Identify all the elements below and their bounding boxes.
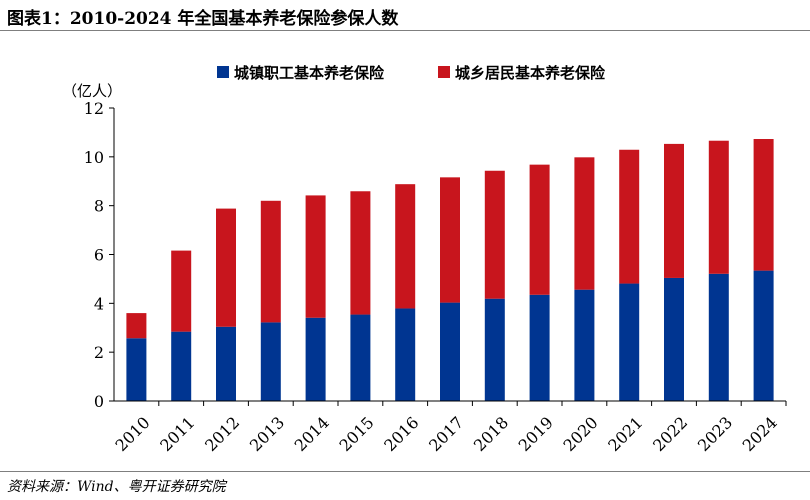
bar-segment-urban-employee-2010 xyxy=(126,338,147,401)
x-axis: 2010 2011 2012 2013 2014 2015 2016 2017 2018 2019… xyxy=(111,400,787,455)
bar-segment-urban-employee-2017 xyxy=(440,302,460,401)
legend-swatch-urban-employee xyxy=(217,66,229,78)
x-ticks: 2010 2011 2012 2013 2014 2015 2016 2017 2018 2019… xyxy=(111,401,787,455)
bar-segment-urban-rural-resident-2021 xyxy=(619,149,640,284)
x-tick-label-2024: 2024 xyxy=(739,413,781,455)
bar-segment-urban-rural-resident-2012 xyxy=(216,208,236,327)
bar-segment-urban-employee-2024 xyxy=(753,270,774,401)
figure-title: 图表1：2010-2024 年全国基本养老保险参保人数 xyxy=(7,9,399,29)
bar-segment-urban-rural-resident-2020 xyxy=(574,157,595,290)
bar-segment-urban-rural-resident-2015 xyxy=(350,191,371,315)
bar-segment-urban-employee-2020 xyxy=(574,289,595,401)
y-axis: 0 2 4 6 8 10 12 xyxy=(84,99,115,411)
title-rule xyxy=(0,30,810,31)
x-tick-label-2014: 2014 xyxy=(291,413,333,455)
bar-segment-urban-employee-2012 xyxy=(216,326,236,401)
legend-label-urban-rural-resident: 城乡居民基本养老保险 xyxy=(455,64,606,82)
source-rule xyxy=(0,471,810,472)
bar-segment-urban-rural-resident-2016 xyxy=(395,184,416,309)
x-tick-label-2012: 2012 xyxy=(201,413,243,455)
x-tick-label-2022: 2022 xyxy=(649,413,691,455)
bar-segment-urban-employee-2021 xyxy=(619,283,640,401)
bar-segment-urban-employee-2019 xyxy=(529,294,550,401)
y-tick-label: 6 xyxy=(94,246,104,265)
x-tick-label-2013: 2013 xyxy=(246,413,288,455)
bar-segment-urban-rural-resident-2014 xyxy=(305,195,326,318)
x-tick-label-2019: 2019 xyxy=(515,413,557,455)
x-tick-label-2017: 2017 xyxy=(425,413,467,455)
bar-segment-urban-rural-resident-2011 xyxy=(171,250,192,332)
bar-segment-urban-rural-resident-2024 xyxy=(753,139,774,271)
y-tick-label: 4 xyxy=(94,294,104,313)
bar-segment-urban-employee-2014 xyxy=(305,317,326,401)
legend-swatch-urban-rural-resident xyxy=(438,66,450,78)
x-tick-label-2021: 2021 xyxy=(604,413,646,455)
bar-segment-urban-employee-2016 xyxy=(395,308,416,401)
bar-segment-urban-employee-2022 xyxy=(664,277,684,401)
y-tick-label: 12 xyxy=(84,99,104,118)
x-tick-label-2011: 2011 xyxy=(156,413,198,455)
x-tick-label-2010: 2010 xyxy=(111,413,153,455)
y-axis-unit-label: （亿人） xyxy=(62,82,122,100)
x-tick-label-2020: 2020 xyxy=(559,413,601,455)
bar-segment-urban-employee-2023 xyxy=(708,273,729,401)
bar-segment-urban-rural-resident-2010 xyxy=(126,313,147,339)
legend-label-urban-employee: 城镇职工基本养老保险 xyxy=(234,64,385,82)
bar-segment-urban-employee-2015 xyxy=(350,314,371,401)
bar-segment-urban-employee-2013 xyxy=(260,322,281,401)
bars xyxy=(126,139,774,401)
x-tick-label-2016: 2016 xyxy=(380,413,422,455)
x-tick-label-2015: 2015 xyxy=(335,413,377,455)
bar-segment-urban-rural-resident-2018 xyxy=(484,170,505,299)
bar-segment-urban-rural-resident-2013 xyxy=(260,200,281,323)
bar-segment-urban-rural-resident-2022 xyxy=(664,143,684,278)
x-tick-label-2023: 2023 xyxy=(694,413,736,455)
x-tick-label-2018: 2018 xyxy=(470,413,512,455)
bar-segment-urban-rural-resident-2023 xyxy=(708,140,729,274)
bar-segment-urban-employee-2011 xyxy=(171,331,192,401)
bar-segment-urban-rural-resident-2019 xyxy=(529,164,550,295)
bar-segment-urban-employee-2018 xyxy=(484,298,505,401)
bar-segment-urban-rural-resident-2017 xyxy=(440,177,460,303)
y-tick-label: 0 xyxy=(94,392,104,411)
y-tick-label: 8 xyxy=(94,197,104,216)
source-note: 资料来源：Wind、粤开证券研究院 xyxy=(7,479,226,495)
stacked-bar-chart: 城镇职工基本养老保险 城乡居民基本养老保险 （亿人） 0 2 4 6 8 10 12 201… xyxy=(62,64,787,455)
y-tick-label: 10 xyxy=(84,148,104,167)
y-tick-label: 2 xyxy=(94,343,104,362)
legend: 城镇职工基本养老保险 城乡居民基本养老保险 xyxy=(217,64,606,82)
y-ticks: 0 2 4 6 8 10 12 xyxy=(84,99,114,411)
